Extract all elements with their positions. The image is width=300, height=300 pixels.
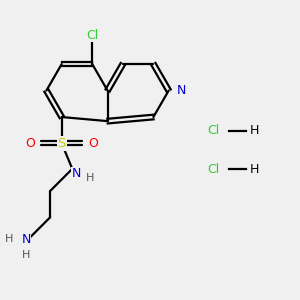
Text: O: O: [25, 137, 35, 150]
Text: O: O: [88, 137, 98, 150]
Text: Cl: Cl: [86, 29, 98, 42]
Text: H: H: [249, 163, 259, 176]
Text: Cl: Cl: [208, 124, 220, 137]
Text: H: H: [249, 124, 259, 137]
Text: N: N: [72, 167, 81, 180]
Text: H: H: [5, 234, 13, 244]
Text: N: N: [21, 233, 31, 246]
Text: S: S: [58, 137, 66, 150]
Text: N: N: [176, 84, 186, 97]
Text: Cl: Cl: [208, 163, 220, 176]
Text: H: H: [22, 250, 30, 260]
Text: H: H: [86, 173, 94, 183]
